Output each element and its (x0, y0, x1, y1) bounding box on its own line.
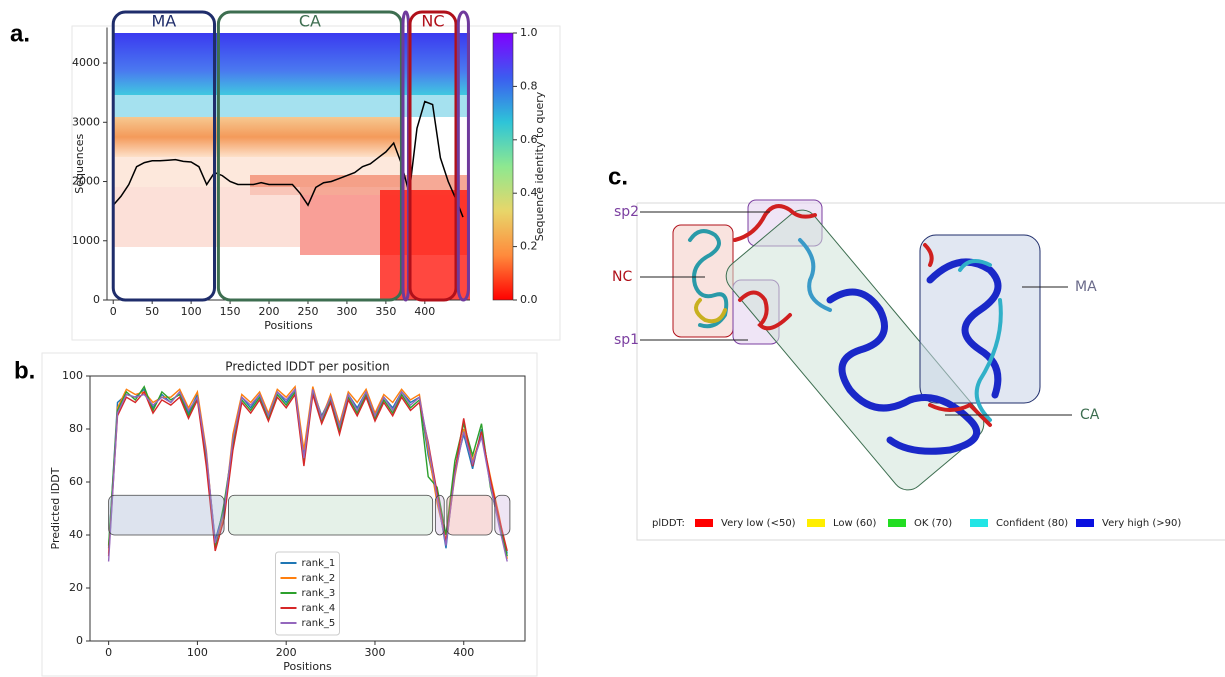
colorbar-tick-label: 0.4 (520, 186, 538, 199)
panel-frame (41, 352, 538, 677)
series-line (107, 387, 508, 562)
region-label: NC (421, 12, 444, 31)
region-box (228, 494, 434, 536)
x-axis-label: Positions (264, 319, 313, 332)
y-tick-label: 100 (62, 369, 83, 382)
legend-box (275, 551, 340, 636)
heatmap (113, 33, 470, 300)
region-box (111, 10, 216, 302)
legend-label: rank_5 (302, 618, 336, 629)
y-tick-label: 2000 (72, 175, 100, 188)
panel-frame (636, 202, 1225, 541)
region-box (494, 494, 511, 536)
region-box (108, 494, 225, 536)
x-tick-label: 150 (220, 305, 241, 318)
region-box (401, 10, 410, 302)
structure-label: sp1 (614, 332, 639, 348)
panel-frame (71, 25, 561, 341)
colorbar-tick-label: 0.2 (520, 240, 538, 253)
y-tick-label: 1000 (72, 234, 100, 247)
panel-label: a. (10, 20, 30, 47)
coil (923, 243, 934, 267)
x-tick-label: 200 (259, 305, 280, 318)
y-axis-label: Predicted lDDT (49, 467, 62, 549)
x-tick-label: 300 (336, 305, 357, 318)
x-tick-label: 200 (276, 646, 297, 659)
colorbar-tick-label: 0.6 (520, 133, 538, 146)
coil (733, 204, 817, 242)
region-label: MA (151, 12, 176, 31)
heatmap-band (113, 95, 470, 117)
legend-label: Very high (>90) (1102, 518, 1181, 529)
region-box (456, 10, 470, 302)
x-axis-label: Positions (283, 660, 332, 673)
legend-label: rank_3 (302, 588, 336, 599)
legend-label: rank_1 (302, 558, 336, 569)
heatmap-band (113, 33, 470, 95)
colorbar-tick-label: 0.0 (520, 293, 538, 306)
legend-label: Very low (<50) (721, 518, 796, 529)
y-tick-label: 80 (69, 422, 83, 435)
y-tick-label: 40 (69, 528, 83, 541)
legend-label: Confident (80) (996, 518, 1068, 529)
x-tick-label: 300 (364, 646, 385, 659)
x-tick-label: 250 (297, 305, 318, 318)
legend-label: Low (60) (833, 518, 876, 529)
y-tick-label: 0 (76, 634, 83, 647)
structure-label: NC (612, 269, 632, 285)
colorbar-tick-label: 0.8 (520, 79, 538, 92)
chart-title: Predicted lDDT per position (225, 360, 389, 374)
coverage-line (112, 100, 464, 218)
legend-title: plDDT: (652, 518, 685, 529)
y-tick-label: 0 (93, 293, 100, 306)
helix (798, 238, 832, 312)
legend-swatch (888, 519, 906, 527)
y-tick-label: 3000 (72, 115, 100, 128)
legend-swatch (1076, 519, 1094, 527)
structure-label: CA (1080, 407, 1100, 423)
coil (738, 290, 792, 331)
heatmap-band (113, 187, 300, 247)
region-box (446, 494, 493, 536)
legend-label: rank_2 (302, 573, 336, 584)
x-tick-label: 100 (181, 305, 202, 318)
heatmap-band (113, 117, 403, 157)
x-tick-label: 0 (105, 646, 112, 659)
structure-label: MA (1075, 279, 1097, 295)
helix (958, 259, 1003, 422)
region-box (434, 494, 445, 536)
y-axis-label: Sequences (73, 133, 86, 193)
x-tick-label: 50 (145, 305, 159, 318)
coil (694, 298, 727, 324)
legend-swatch (807, 519, 825, 527)
x-tick-label: 100 (187, 646, 208, 659)
plot-frame (89, 375, 526, 642)
y-tick-label: 4000 (72, 56, 100, 69)
series-line (107, 390, 508, 557)
legend-swatch (970, 519, 988, 527)
region-box (408, 10, 458, 302)
legend-label: OK (70) (914, 518, 952, 529)
x-tick-label: 0 (110, 305, 117, 318)
y-tick-label: 60 (69, 475, 83, 488)
y-tick-label: 20 (69, 581, 83, 594)
legend-label: rank_4 (302, 603, 336, 614)
structure-label: sp2 (614, 204, 639, 220)
colorbar-tick-label: 1.0 (520, 26, 538, 39)
panel-label: c. (608, 163, 628, 190)
coil (928, 402, 992, 427)
x-tick-label: 400 (453, 646, 474, 659)
x-tick-label: 400 (414, 305, 435, 318)
region-box (216, 10, 403, 302)
region-label: CA (299, 12, 321, 31)
protein-structure (672, 199, 1041, 491)
x-tick-label: 350 (375, 305, 396, 318)
legend-swatch (695, 519, 713, 527)
colorbar (492, 32, 514, 301)
helix (826, 288, 981, 455)
colorbar-label: Sequence identity to query (533, 91, 546, 241)
panel-label: b. (14, 357, 35, 384)
